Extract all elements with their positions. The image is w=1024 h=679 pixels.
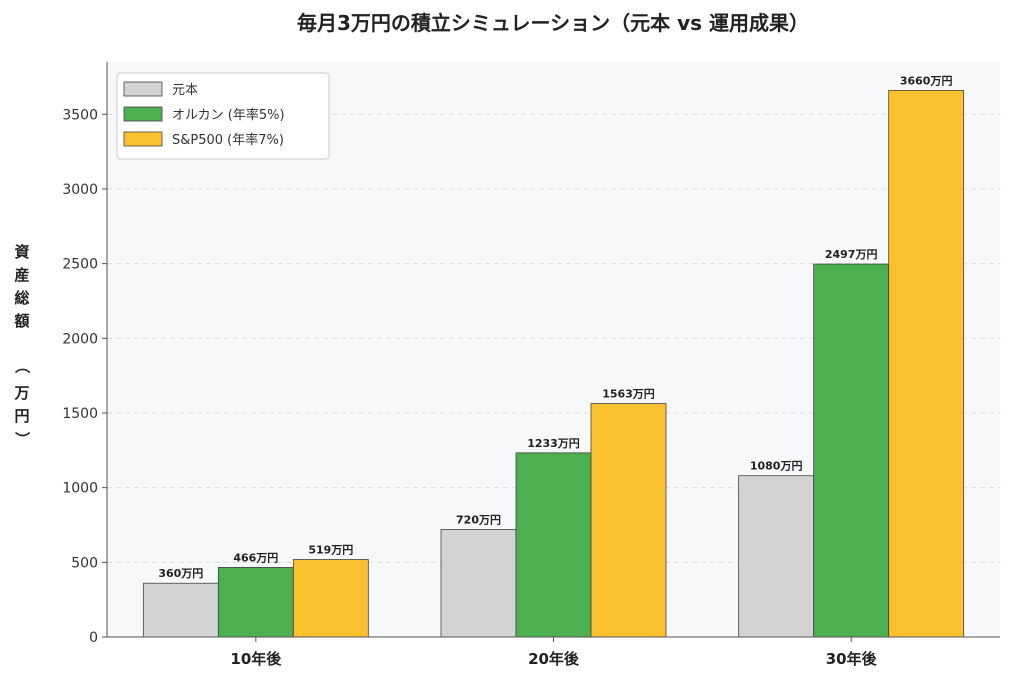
legend-box bbox=[116, 72, 330, 160]
x-tick-label: 30年後 bbox=[826, 650, 878, 668]
bar-value-label: 1563万円 bbox=[602, 388, 655, 401]
y-tick-label: 2500 bbox=[62, 257, 98, 273]
legend-label: オルカン (年率5%) bbox=[172, 107, 285, 123]
bar bbox=[590, 403, 667, 638]
y-axis-label-char: 資 bbox=[14, 243, 29, 261]
bar bbox=[813, 263, 890, 638]
y-tick-label: 500 bbox=[71, 555, 98, 571]
bar bbox=[888, 89, 965, 638]
y-tick-label: 0 bbox=[89, 630, 98, 646]
legend-label: S&P500 (年率7%) bbox=[172, 132, 284, 148]
legend-swatch bbox=[123, 131, 163, 147]
y-axis-label-char: 万 bbox=[13, 384, 29, 402]
bar-value-label: 466万円 bbox=[233, 551, 278, 564]
y-axis-label-char: 額 bbox=[13, 312, 29, 330]
x-tick-label: 10年後 bbox=[230, 650, 282, 668]
legend-swatch bbox=[123, 106, 163, 122]
chart-title: 毎月3万円の積立シミュレーション（元本 vs 運用成果） bbox=[297, 11, 809, 35]
bar bbox=[292, 559, 369, 638]
x-axis-ticks: 10年後 20年後 30年後 bbox=[230, 637, 878, 668]
y-axis-label-char: 総 bbox=[14, 289, 29, 307]
y-tick-label: 1500 bbox=[62, 406, 98, 422]
y-axis-label-char: 円 bbox=[14, 407, 29, 425]
data-labels: 360万円 466万円 519万円 720万円 1233万円 1563万円 1080万円 24… bbox=[158, 74, 952, 580]
y-axis-label-char: （ bbox=[13, 358, 31, 373]
bar-value-label: 1233万円 bbox=[527, 437, 580, 450]
legend-swatch bbox=[123, 81, 163, 97]
y-axis-label-char: ） bbox=[13, 431, 31, 446]
bar-value-label: 1080万円 bbox=[750, 460, 803, 473]
y-axis-ticks: 0 500 1000 1500 2000 2500 3000 3500 bbox=[62, 107, 107, 646]
bar bbox=[142, 582, 219, 638]
bars bbox=[142, 89, 965, 638]
bar bbox=[217, 567, 294, 638]
bar-value-label: 720万円 bbox=[456, 513, 501, 526]
x-tick-label: 20年後 bbox=[528, 650, 580, 668]
bar bbox=[440, 529, 517, 638]
y-tick-label: 2000 bbox=[62, 331, 98, 347]
bar-value-label: 2497万円 bbox=[825, 248, 878, 261]
y-axis-label-char: 産 bbox=[14, 266, 29, 284]
bar bbox=[515, 452, 592, 638]
bar bbox=[738, 475, 815, 638]
bar-value-label: 3660万円 bbox=[900, 74, 953, 87]
bar-value-label: 360万円 bbox=[158, 567, 203, 580]
y-tick-label: 1000 bbox=[62, 481, 98, 497]
legend-label: 元本 bbox=[172, 83, 198, 98]
y-tick-label: 3000 bbox=[62, 182, 98, 198]
bar-value-label: 519万円 bbox=[308, 543, 353, 556]
y-tick-label: 3500 bbox=[62, 107, 98, 123]
